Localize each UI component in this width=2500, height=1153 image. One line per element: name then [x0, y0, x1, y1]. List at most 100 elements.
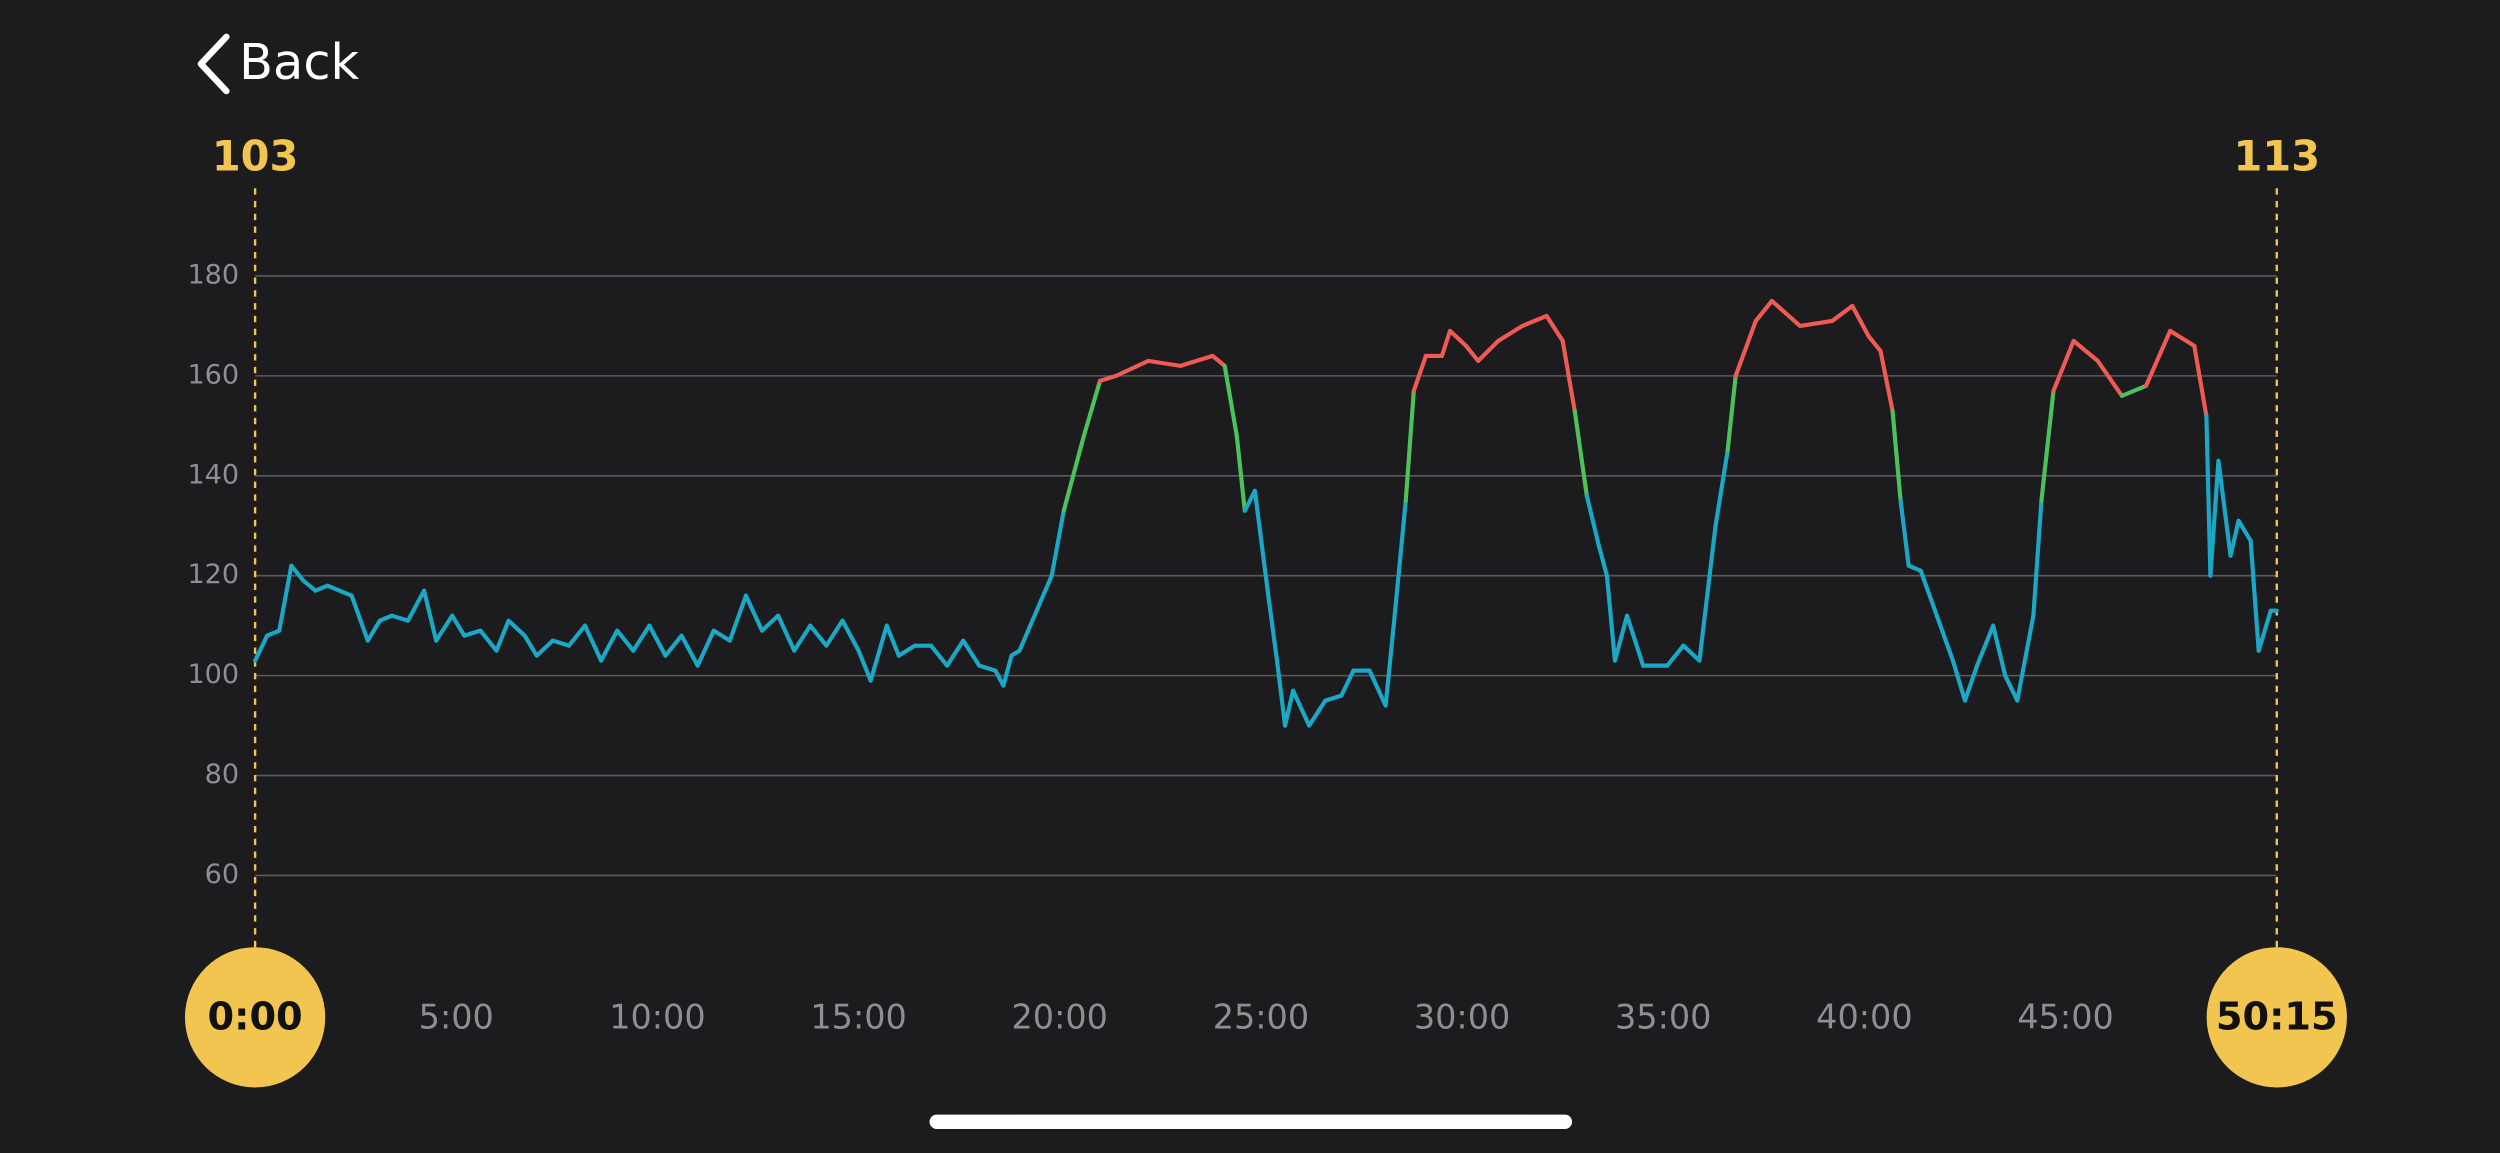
line-segment [1934, 613, 1955, 663]
x-tick-label: 30:00 [1414, 997, 1510, 1036]
y-tick-label: 100 [187, 659, 239, 690]
line-segment [1081, 378, 1103, 438]
x-tick-label: 10:00 [609, 997, 705, 1036]
line-segment [506, 618, 527, 638]
y-tick-label: 160 [187, 359, 239, 390]
line-segment [1769, 298, 1803, 328]
line-segment [1367, 668, 1388, 708]
line-segment [2192, 343, 2209, 418]
line-segment [1439, 328, 1453, 358]
back-chevron [197, 33, 230, 95]
line-segment [2168, 328, 2197, 348]
line-segment [792, 623, 813, 653]
line-segment [1596, 543, 1609, 578]
line-segment [1001, 653, 1014, 688]
line-segment [856, 648, 873, 683]
x-tick-label: 20:00 [1012, 997, 1108, 1036]
line-segment [1403, 388, 1416, 503]
line-segment [1114, 358, 1151, 378]
line-segment [1178, 353, 1215, 368]
y-tick-label: 80 [205, 759, 239, 790]
back-button[interactable]: Back [197, 33, 360, 95]
home-indicator [929, 1114, 1573, 1129]
line-segment [977, 663, 998, 673]
line-segment [599, 628, 620, 663]
line-segment [566, 623, 588, 648]
line-segment [1464, 343, 1481, 363]
line-segment [1753, 298, 1774, 323]
x-tick-label: 45:00 [2017, 997, 2113, 1036]
line-segment [325, 583, 342, 593]
line-segment [1017, 573, 1054, 653]
line-segment [1713, 448, 1730, 528]
line-segment [1918, 568, 1939, 618]
line-segment [1604, 573, 1618, 663]
line-segment [896, 643, 917, 658]
line-segment [1560, 338, 1577, 413]
line-segment [1049, 508, 1066, 578]
cursor-value: 113 [2234, 133, 2321, 181]
line-segment [2119, 383, 2149, 398]
line-segment [434, 613, 455, 643]
y-tick-label: 180 [187, 259, 239, 290]
line-segment [868, 623, 889, 683]
line-segment [349, 593, 370, 643]
line-segment [1411, 353, 1428, 393]
line-segment [1447, 328, 1469, 348]
line-segment [522, 633, 539, 658]
line-segment [1339, 668, 1356, 698]
line-segment [663, 633, 684, 658]
time-handle [2206, 947, 2347, 1088]
line-segment [2015, 613, 2036, 703]
line-segment [1733, 318, 1758, 378]
line-segment [1146, 358, 1183, 368]
line-segment [1890, 408, 1903, 503]
x-tick-label: 5:00 [419, 997, 494, 1036]
line-segment [2248, 538, 2261, 653]
line-segment [462, 628, 483, 638]
back-label[interactable]: Back [239, 33, 359, 91]
line-segment [2256, 608, 2273, 653]
time-handle-label: 50:15 [2216, 994, 2338, 1039]
x-tick-label: 40:00 [1816, 997, 1912, 1036]
line-segment [1850, 303, 1871, 338]
line-segment [1898, 498, 1911, 568]
time-handle [184, 947, 326, 1088]
line-segment [1234, 433, 1247, 513]
line-segment [884, 623, 901, 658]
line-segment [494, 618, 511, 653]
line-segment [1496, 323, 1525, 343]
line-segment [1391, 498, 1408, 628]
line-segment [2236, 518, 2253, 543]
line-segment [1797, 318, 1835, 328]
cursor-value: 103 [212, 133, 298, 181]
line-segment [450, 613, 467, 638]
line-segment [840, 618, 861, 653]
line-segment [2216, 458, 2233, 558]
line-segment [1624, 613, 1646, 668]
line-segment [1725, 373, 1738, 453]
x-tick-label: 35:00 [1615, 997, 1711, 1036]
line-segment [928, 643, 950, 668]
line-segment [534, 638, 555, 658]
line-segment [1242, 488, 1257, 513]
line-segment [1878, 348, 1895, 413]
line-segment [615, 628, 636, 653]
line-segment [759, 613, 781, 633]
line-segment [478, 628, 499, 653]
line-segment [1097, 373, 1119, 383]
line-segment [1544, 313, 1565, 343]
line-segment [1830, 303, 1855, 323]
line-segment [1991, 623, 2008, 678]
line-segment [1282, 688, 1296, 728]
y-tick-label: 140 [187, 459, 239, 490]
line-segment [301, 578, 318, 593]
line-segment [1061, 433, 1086, 513]
line-segment [582, 623, 604, 663]
x-tick-label: 25:00 [1213, 997, 1309, 1036]
line-segment [743, 593, 765, 633]
line-segment [1291, 688, 1312, 728]
